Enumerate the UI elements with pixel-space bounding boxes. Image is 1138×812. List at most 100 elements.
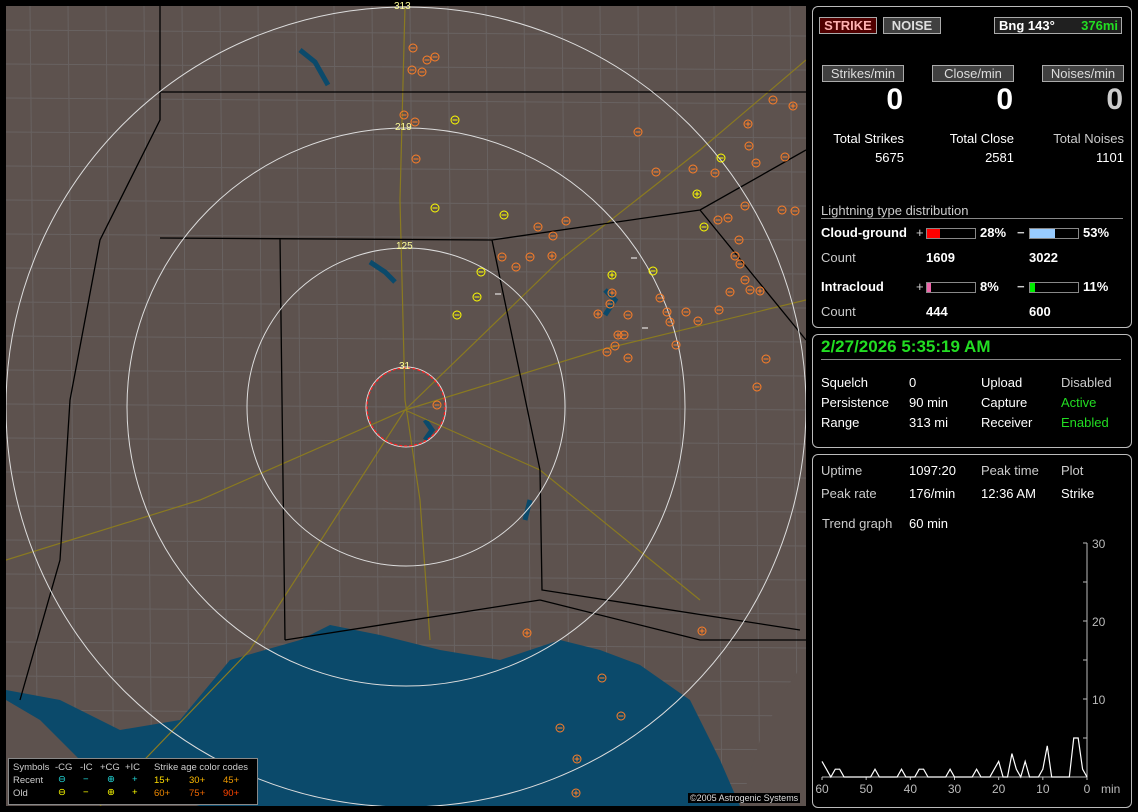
bearing-readout: Bng 143° 376mi	[994, 17, 1122, 34]
total-strikes-value: 5675	[875, 150, 904, 165]
plot-label: Plot	[1061, 463, 1084, 478]
legend-age-title: Strike age color codes	[154, 762, 248, 773]
negative-strike-marker	[651, 167, 661, 177]
old-pos-cg-icon: ⊕	[107, 787, 115, 798]
old-pos-ic-icon: +	[132, 787, 138, 798]
negative-strike-marker	[430, 203, 440, 213]
peak-rate-label: Peak rate	[821, 486, 877, 501]
legend-col-neg-ic: -IC	[80, 762, 93, 773]
positive-strike-marker	[593, 309, 603, 319]
ic-label: Intracloud	[821, 279, 884, 294]
status-v2-0: Disabled	[1061, 375, 1112, 390]
cg-minus: −	[1017, 225, 1025, 240]
strike-button[interactable]: STRIKE	[819, 17, 877, 34]
ic-neg-bar	[1029, 282, 1079, 293]
ring-label-125: 125	[396, 241, 413, 252]
strikes-per-min-button[interactable]: Strikes/min	[822, 65, 904, 82]
status-k2-0: Upload	[981, 375, 1023, 390]
positive-strike-marker	[697, 626, 707, 636]
negative-strike-marker	[693, 316, 703, 326]
legend-col-neg-cg: -CG	[55, 762, 73, 773]
trend-label: Trend graph	[822, 516, 893, 531]
negative-strike-marker	[616, 711, 626, 721]
close-per-min-button[interactable]: Close/min	[932, 65, 1014, 82]
negative-strike-marker	[472, 292, 482, 302]
negative-strike-marker	[699, 222, 709, 232]
negative-strike-marker	[688, 164, 698, 174]
old-neg-cg-icon: ⊖	[58, 787, 66, 798]
total-strikes-label: Total Strikes	[833, 131, 904, 146]
ic-neg-pct: 11%	[1083, 279, 1109, 294]
age-45: 45+	[223, 775, 240, 786]
lightning-map[interactable]: 313 219 125 31	[6, 1, 806, 806]
range-ring-31	[365, 366, 447, 448]
bearing: Bng 143°	[999, 18, 1055, 33]
negative-strike-marker	[533, 222, 543, 232]
negative-strike-marker	[735, 259, 745, 269]
positive-strike-marker	[788, 101, 798, 111]
ic-minus: −	[1017, 279, 1025, 294]
negative-strike-marker	[497, 252, 507, 262]
negative-strike-marker	[411, 154, 421, 164]
negative-strike-marker	[408, 43, 418, 53]
status-k1-2: Range	[821, 415, 860, 430]
status-v2-1: Active	[1061, 395, 1097, 410]
cg-count-label: Count	[821, 250, 856, 265]
recent-neg-ic-icon: −	[83, 774, 89, 785]
noise-button[interactable]: NOISE	[883, 17, 941, 34]
range-ring-313	[6, 6, 806, 806]
positive-strike-marker	[571, 788, 581, 798]
uptime-value: 1097:20	[909, 463, 956, 478]
negative-strike-marker	[597, 673, 607, 683]
total-close-label: Total Close	[949, 131, 1014, 146]
negative-strike-marker	[662, 307, 672, 317]
plot-value[interactable]: Strike	[1061, 486, 1095, 501]
status-k1-0: Squelch	[821, 375, 868, 390]
trend-panel: Uptime 1097:20 Peak time Plot Peak rate …	[812, 454, 1132, 808]
positive-strike-marker	[743, 119, 753, 129]
negative-strike-marker	[525, 252, 535, 262]
negative-strike-marker	[432, 400, 442, 410]
noises-per-min-button[interactable]: Noises/min	[1042, 65, 1124, 82]
distance: 376mi	[1081, 18, 1118, 33]
florida-peninsula	[740, 660, 806, 806]
negative-strike-marker	[633, 127, 643, 137]
positive-strike-marker	[572, 754, 582, 764]
negative-strike-marker	[740, 201, 750, 211]
ic-count-label: Count	[821, 304, 856, 319]
datetime: 2/27/2026 5:35:19 AM	[821, 337, 1121, 360]
negative-strike-marker	[790, 206, 800, 216]
status-v1-2: 313 mi	[909, 415, 949, 430]
ring-label-313: 313	[394, 1, 411, 12]
negative-strike-marker	[716, 153, 726, 163]
trend-value: 60 min	[909, 516, 949, 531]
positive-strike-marker	[607, 270, 617, 280]
age-75: 75+	[189, 788, 206, 799]
negative-strike-marker	[422, 55, 432, 65]
cg-neg-pct: 53%	[1083, 225, 1110, 240]
negative-strike-marker	[744, 141, 754, 151]
recent-neg-cg-icon: ⊖	[58, 774, 66, 785]
copyright: ©2005 Astrogenic Systems	[688, 793, 801, 803]
ic-neg-count: 600	[1029, 304, 1051, 319]
negative-strike-marker	[511, 262, 521, 272]
status-k2-2: Receiver	[981, 415, 1033, 430]
negative-strike-marker	[745, 285, 755, 295]
positive-strike-marker	[522, 628, 532, 638]
negative-strike-marker	[548, 231, 558, 241]
status-v1-1: 90 min	[909, 395, 949, 410]
negative-strike-marker	[665, 317, 675, 327]
recent-pos-ic-icon: +	[132, 774, 138, 785]
age-15: 15+	[154, 775, 171, 786]
total-close-value: 2581	[985, 150, 1014, 165]
legend-col-pos-cg: +CG	[100, 762, 120, 773]
cg-pos-count: 1609	[926, 250, 955, 265]
total-noises-value: 1101	[1096, 150, 1124, 165]
negative-strike-marker	[410, 117, 420, 127]
negative-strike-marker	[555, 723, 565, 733]
lake-1	[368, 259, 397, 284]
negative-strike-marker	[430, 52, 440, 62]
noises-per-min-value: 0	[1106, 83, 1123, 116]
negative-strike-marker	[648, 266, 658, 276]
recent-pos-cg-icon: ⊕	[107, 774, 115, 785]
